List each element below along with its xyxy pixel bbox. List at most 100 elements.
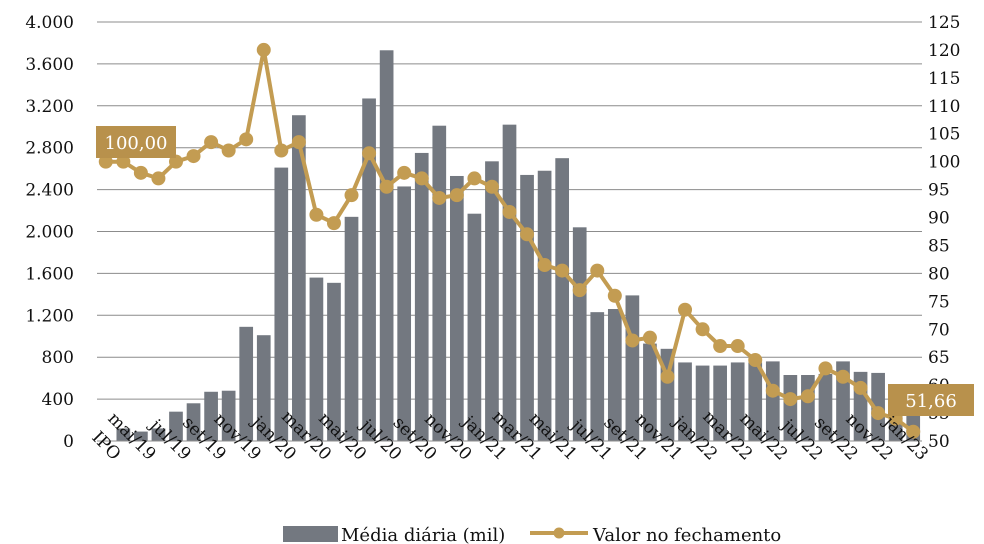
right-y-axis: 50556065707580859095100105110115120125 bbox=[928, 13, 960, 452]
line-point bbox=[906, 424, 921, 439]
line-series bbox=[98, 42, 921, 439]
bar bbox=[572, 227, 587, 441]
bar bbox=[520, 174, 534, 441]
y-right-tick-label: 95 bbox=[928, 181, 950, 201]
line-point bbox=[818, 361, 833, 376]
bar bbox=[344, 216, 359, 441]
line-point bbox=[783, 392, 798, 407]
y-right-tick-label: 70 bbox=[928, 320, 950, 340]
bar bbox=[643, 343, 657, 441]
bar bbox=[186, 403, 201, 441]
y-left-tick-label: 0 bbox=[63, 432, 74, 452]
line-point bbox=[397, 165, 412, 180]
y-right-tick-label: 50 bbox=[928, 432, 950, 452]
line-point bbox=[449, 188, 464, 203]
bar bbox=[695, 365, 710, 441]
y-right-tick-label: 65 bbox=[928, 348, 950, 368]
line-point bbox=[520, 227, 535, 242]
bar bbox=[116, 428, 131, 441]
bar bbox=[362, 98, 376, 441]
line-point bbox=[713, 339, 728, 354]
y-left-tick-label: 3.200 bbox=[25, 97, 74, 117]
bar bbox=[713, 365, 727, 441]
bar bbox=[467, 213, 482, 441]
y-right-tick-label: 90 bbox=[928, 209, 950, 229]
y-right-tick-label: 115 bbox=[928, 69, 960, 89]
bar bbox=[783, 375, 798, 441]
bar bbox=[502, 124, 517, 441]
bar bbox=[748, 362, 763, 441]
bar bbox=[397, 186, 412, 441]
bar bbox=[204, 391, 218, 441]
line-point bbox=[133, 165, 148, 180]
bar bbox=[134, 431, 148, 441]
line-point bbox=[239, 132, 254, 147]
y-left-tick-label: 400 bbox=[42, 390, 74, 410]
bar bbox=[169, 411, 183, 441]
line-point bbox=[730, 339, 745, 354]
line-point bbox=[853, 380, 868, 395]
y-right-tick-label: 75 bbox=[928, 292, 950, 312]
legend-bar-swatch bbox=[283, 526, 338, 542]
y-left-tick-label: 2.000 bbox=[25, 223, 74, 243]
line-point bbox=[467, 171, 482, 186]
y-right-tick-label: 120 bbox=[928, 41, 960, 61]
line-point bbox=[695, 322, 710, 337]
legend-bar-label: Média diária (mil) bbox=[341, 525, 505, 544]
line-point bbox=[291, 135, 306, 150]
bar bbox=[730, 362, 745, 441]
bar bbox=[555, 158, 570, 442]
line-point bbox=[204, 135, 219, 150]
y-left-tick-label: 1.600 bbox=[25, 264, 74, 284]
bar bbox=[607, 309, 622, 441]
line-point bbox=[116, 154, 131, 169]
start-value-label: 100,00 bbox=[105, 133, 168, 154]
left-y-axis: 0 400 800 1.200 1.600 2.000 2.400 2.800 3.200 3.6… bbox=[25, 13, 74, 452]
y-right-tick-label: 110 bbox=[928, 97, 960, 117]
line-point bbox=[748, 352, 763, 367]
bar bbox=[327, 282, 341, 441]
line-point bbox=[765, 383, 780, 398]
bar bbox=[239, 326, 254, 441]
bar bbox=[309, 277, 324, 441]
bar bbox=[221, 390, 236, 441]
line-point bbox=[642, 330, 657, 345]
y-right-tick-label: 125 bbox=[928, 13, 960, 33]
line-point bbox=[800, 389, 815, 404]
end-value-label: 51,66 bbox=[905, 391, 957, 412]
line-point bbox=[414, 171, 429, 186]
bar bbox=[151, 428, 166, 441]
line-point bbox=[502, 204, 517, 219]
bar bbox=[256, 335, 271, 441]
end-value-callout: 51,66 bbox=[888, 384, 974, 416]
legend-line-label: Valor no fechamento bbox=[592, 525, 781, 544]
line-point bbox=[362, 146, 377, 161]
line-point bbox=[256, 42, 271, 57]
line-point bbox=[660, 369, 675, 384]
bar bbox=[537, 170, 552, 441]
bar bbox=[292, 115, 306, 441]
legend-line-marker bbox=[553, 527, 565, 539]
bar bbox=[678, 362, 692, 441]
line-point bbox=[572, 283, 587, 298]
line-point bbox=[274, 143, 289, 158]
line-point bbox=[484, 179, 499, 194]
line-point bbox=[186, 149, 201, 164]
line-point bbox=[379, 179, 394, 194]
y-right-tick-label: 85 bbox=[928, 236, 950, 256]
bar bbox=[818, 373, 833, 441]
line-point bbox=[344, 188, 359, 203]
line-point bbox=[537, 258, 552, 273]
bar bbox=[379, 50, 394, 441]
bar bbox=[485, 161, 499, 441]
bar-series bbox=[116, 50, 921, 442]
line-point bbox=[607, 288, 622, 303]
line-point bbox=[309, 207, 324, 222]
y-left-tick-label: 3.600 bbox=[25, 55, 74, 75]
line-point bbox=[555, 263, 570, 278]
bar bbox=[449, 175, 464, 442]
y-left-tick-label: 800 bbox=[42, 348, 74, 368]
bar bbox=[432, 125, 447, 441]
line-point bbox=[678, 302, 693, 317]
